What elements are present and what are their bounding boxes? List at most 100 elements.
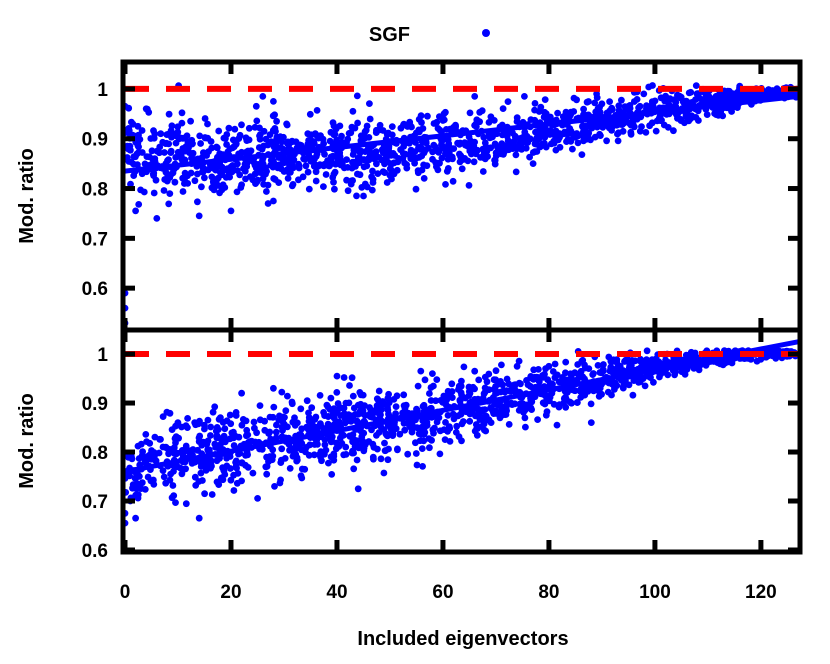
top-scatter-point bbox=[389, 150, 397, 157]
bottom-scatter-point bbox=[325, 459, 332, 467]
top-scatter-point bbox=[161, 149, 168, 156]
top-scatter-point bbox=[179, 188, 187, 195]
top-scatter-point bbox=[402, 150, 409, 158]
bottom-scatter-point bbox=[345, 399, 353, 407]
top-scatter-point bbox=[418, 152, 426, 160]
top-scatter-point bbox=[264, 200, 272, 207]
top-scatter-point bbox=[273, 117, 280, 125]
top-scatter-point bbox=[167, 171, 175, 179]
bottom-scatter-point bbox=[244, 464, 252, 471]
bottom-scatter-point bbox=[481, 373, 489, 381]
bottom-scatter-point bbox=[134, 494, 142, 502]
top-scatter-point bbox=[715, 111, 722, 119]
top-scatter-point bbox=[277, 144, 285, 152]
bottom-scatter-point bbox=[207, 432, 214, 439]
bottom-scatter-point bbox=[621, 358, 628, 365]
bottom-scatter-point bbox=[546, 380, 554, 388]
bottom-scatter-point bbox=[589, 371, 597, 378]
top-scatter-point bbox=[273, 133, 281, 141]
top-scatter-point bbox=[150, 127, 157, 135]
top-scatter-point bbox=[541, 96, 549, 103]
bottom-scatter-point bbox=[683, 365, 691, 373]
top-scatter-point bbox=[763, 92, 770, 99]
top-scatter-point bbox=[172, 132, 180, 140]
bottom-scatter-point bbox=[502, 404, 510, 412]
bottom-scatter-point bbox=[613, 356, 621, 363]
top-scatter-point bbox=[266, 131, 274, 139]
top-scatter-point bbox=[269, 163, 277, 171]
bottom-scatter-point bbox=[195, 438, 203, 445]
top-scatter-point bbox=[337, 161, 345, 169]
bottom-scatter-point bbox=[238, 389, 246, 397]
bottom-scatter-point bbox=[392, 410, 399, 418]
bottom-scatter-point bbox=[392, 403, 400, 410]
bottom-panel: 0.6 0.7 0.8 0.9 1 0 20 40 60 80 100 120 Mod. ratio bbox=[16, 327, 803, 603]
top-scatter-point bbox=[633, 115, 641, 123]
bottom-scatter-point bbox=[587, 419, 595, 426]
top-scatter-point bbox=[260, 180, 267, 188]
top-scatter-point bbox=[263, 188, 270, 195]
bottom-scatter-point bbox=[418, 445, 426, 452]
bottom-scatter-point bbox=[184, 424, 191, 431]
top-scatter-point bbox=[199, 168, 207, 176]
bottom-scatter-point bbox=[499, 381, 506, 389]
top-scatter-point bbox=[330, 170, 338, 178]
top-scatter-point bbox=[361, 180, 369, 188]
top-scatter-point bbox=[449, 177, 457, 185]
top-scatter-point bbox=[618, 96, 625, 104]
top-scatter-point bbox=[569, 145, 576, 153]
bottom-scatter-point bbox=[321, 436, 329, 444]
top-scatter-point bbox=[541, 140, 548, 147]
bottom-scatter-point bbox=[337, 412, 344, 419]
top-scatter-point bbox=[349, 107, 357, 115]
top-scatter-point bbox=[513, 114, 521, 122]
top-scatter-point bbox=[201, 134, 209, 141]
bottom-scatter-point bbox=[401, 405, 409, 413]
bottom-scatter-point bbox=[421, 423, 429, 430]
top-scatter-point bbox=[147, 135, 155, 142]
top-scatter-point bbox=[633, 96, 641, 103]
bottom-scatter-point bbox=[208, 491, 216, 498]
top-scatter-point bbox=[134, 122, 142, 130]
top-scatter-point bbox=[512, 168, 520, 176]
bottom-scatter-point bbox=[522, 423, 529, 431]
top-scatter-point bbox=[368, 173, 375, 181]
bottom-scatter-point bbox=[381, 439, 388, 447]
top-scatter-point bbox=[472, 123, 480, 130]
bottom-scatter-point bbox=[384, 403, 391, 411]
bottom-scatter-point bbox=[151, 433, 159, 441]
top-scatter-point bbox=[312, 168, 320, 176]
bottom-scatter-point bbox=[527, 374, 534, 382]
bottom-scatter-point bbox=[550, 400, 558, 408]
bottom-scatter-point bbox=[278, 388, 286, 396]
bottom-scatter-point bbox=[453, 422, 461, 430]
bottom-scatter-point bbox=[524, 381, 532, 389]
bottom-scatter-point bbox=[165, 450, 173, 458]
bottom-scatter-point bbox=[151, 456, 159, 464]
legend: SGF bbox=[369, 24, 490, 46]
bottom-scatter-point bbox=[448, 380, 456, 388]
bottom-scatter-point bbox=[521, 406, 529, 414]
top-scatter-point bbox=[165, 200, 173, 208]
top-scatter-point bbox=[229, 162, 237, 170]
top-scatter-point bbox=[258, 145, 266, 153]
top-scatter-point bbox=[676, 92, 683, 100]
bottom-scatter-point bbox=[167, 470, 175, 478]
top-scatter-point bbox=[397, 124, 405, 132]
bottom-scatter-point bbox=[308, 404, 316, 412]
bottom-scatter-point bbox=[459, 418, 467, 425]
top-scatter-point bbox=[467, 137, 474, 145]
top-scatter-point bbox=[603, 137, 610, 145]
bottom-scatter-point bbox=[466, 417, 474, 425]
top-scatter-point bbox=[471, 93, 479, 100]
top-scatter-point bbox=[311, 155, 318, 163]
bottom-y-tick-label: 0.9 bbox=[82, 394, 108, 415]
bottom-scatter-point bbox=[574, 399, 581, 406]
bottom-scatter-point bbox=[171, 450, 179, 457]
bottom-scatter-point bbox=[457, 382, 465, 390]
top-scatter-point bbox=[439, 117, 447, 124]
top-scatter-point bbox=[585, 98, 592, 105]
bottom-scatter-point bbox=[417, 367, 425, 375]
top-scatter-point bbox=[588, 124, 596, 132]
top-scatter-point bbox=[388, 160, 396, 168]
